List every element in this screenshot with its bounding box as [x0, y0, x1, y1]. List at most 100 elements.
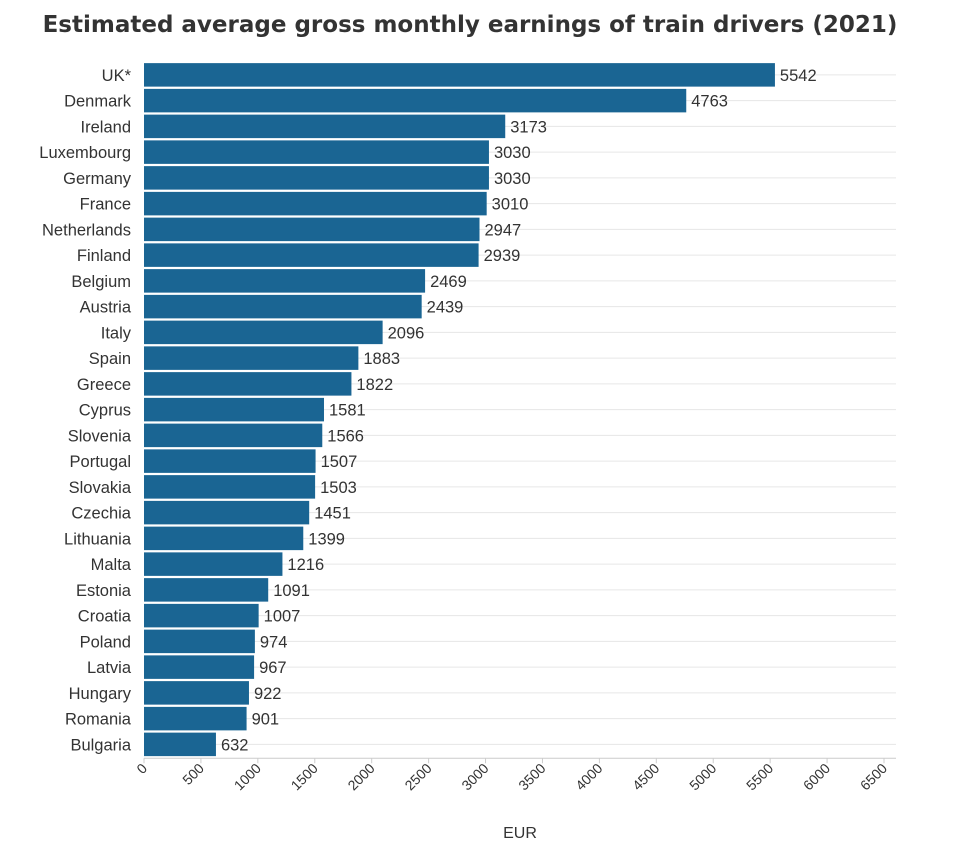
bar-czechia	[144, 500, 310, 525]
bar-greece	[144, 372, 352, 396]
value-labels: 5542 4763 3173 3030 3030 3010 2947 2939 2469 2439…	[221, 67, 817, 755]
x-tick-label: 500	[179, 760, 207, 788]
x-tick-label: 3500	[515, 760, 548, 793]
bar-belgium	[144, 269, 426, 293]
category-label: Malta	[91, 556, 132, 574]
value-label: 4763	[691, 93, 728, 111]
bars	[144, 63, 775, 757]
bar-estonia	[144, 578, 269, 602]
category-labels: UK* Denmark Ireland Luxembourg Germany France…	[39, 67, 132, 755]
value-label: 632	[221, 736, 249, 754]
bar-malta	[144, 552, 283, 576]
category-label: Latvia	[87, 659, 132, 677]
value-label: 1566	[327, 427, 364, 445]
value-label: 2439	[427, 299, 464, 317]
value-label: 5542	[780, 67, 817, 85]
category-label: Czechia	[71, 505, 131, 523]
category-label: Italy	[101, 324, 132, 342]
x-axis-title: EUR	[503, 825, 537, 842]
category-label: Germany	[63, 170, 132, 188]
value-label: 1451	[314, 505, 351, 523]
value-label: 1503	[320, 479, 357, 497]
x-tick-label: 2000	[344, 760, 377, 793]
value-label: 3030	[494, 144, 531, 162]
value-label: 1091	[273, 582, 310, 600]
bar-germany	[144, 166, 489, 190]
category-label: Denmark	[64, 93, 132, 111]
bar-luxembourg	[144, 140, 489, 164]
value-label: 1216	[287, 556, 324, 574]
value-label: 1822	[356, 376, 393, 394]
x-tick-label: 6500	[857, 760, 890, 793]
category-label: Greece	[77, 376, 131, 394]
value-label: 3010	[492, 196, 529, 214]
value-label: 2939	[484, 247, 521, 265]
category-label: Cyprus	[79, 402, 131, 420]
x-tick-label: 5500	[743, 760, 776, 793]
bar-italy	[144, 320, 383, 345]
bar-denmark	[144, 88, 687, 113]
value-label: 922	[254, 685, 282, 703]
x-tick-label: 1000	[231, 760, 264, 793]
bar-hungary	[144, 681, 249, 705]
value-label: 1507	[321, 453, 358, 471]
category-label: Ireland	[81, 118, 131, 136]
category-label: France	[80, 196, 131, 214]
bar-croatia	[144, 603, 259, 628]
x-tick-label: 3000	[458, 760, 491, 793]
category-label: Spain	[89, 350, 131, 368]
category-label: Croatia	[78, 608, 132, 626]
category-label: Slovenia	[68, 427, 132, 445]
value-label: 2947	[485, 221, 522, 239]
value-label: 2096	[388, 324, 425, 342]
bar-romania	[144, 706, 247, 731]
bar-austria	[144, 294, 422, 319]
category-label: Romania	[65, 711, 132, 729]
category-label: Portugal	[70, 453, 131, 471]
chart-title: Estimated average gross monthly earnings…	[42, 12, 898, 38]
value-label: 1883	[363, 350, 400, 368]
category-label: UK*	[102, 67, 132, 85]
bar-spain	[144, 346, 359, 370]
bar-lithuania	[144, 526, 304, 551]
value-label: 1581	[329, 402, 366, 420]
bar-bulgaria	[144, 732, 216, 757]
bar-cyprus	[144, 397, 324, 422]
value-label: 974	[260, 633, 288, 651]
category-label: Hungary	[69, 685, 132, 703]
category-label: Slovakia	[69, 479, 132, 497]
bar-poland	[144, 629, 255, 654]
category-label: Netherlands	[42, 221, 131, 239]
bar-uk	[144, 63, 775, 87]
category-label: Belgium	[71, 273, 131, 291]
bar-finland	[144, 243, 479, 267]
bar-netherlands	[144, 217, 480, 242]
x-tick-label: 2500	[401, 760, 434, 793]
bar-portugal	[144, 449, 316, 473]
bar-latvia	[144, 655, 255, 679]
value-label: 3030	[494, 170, 531, 188]
category-label: Estonia	[76, 582, 132, 600]
value-label: 1399	[308, 530, 345, 548]
x-tick-label: 5000	[686, 760, 719, 793]
x-tick-label: 6000	[800, 760, 833, 793]
bar-slovenia	[144, 423, 323, 448]
x-axis: 0 500 1000 1500 2000 2500 3000 3500 4000 4500 5000…	[133, 757, 896, 793]
category-label: Finland	[77, 247, 131, 265]
value-label: 901	[252, 711, 280, 729]
x-tick-label: 4000	[572, 760, 605, 793]
category-label: Poland	[80, 633, 131, 651]
value-label: 1007	[264, 608, 301, 626]
category-label: Luxembourg	[39, 144, 131, 162]
bar-ireland	[144, 114, 506, 139]
value-label: 3173	[510, 118, 547, 136]
category-label: Bulgaria	[70, 736, 131, 754]
x-tick-label: 0	[133, 760, 150, 777]
bar-slovakia	[144, 475, 316, 499]
value-label: 967	[259, 659, 287, 677]
category-label: Austria	[80, 299, 132, 317]
x-tick-label: 4500	[629, 760, 662, 793]
value-label: 2469	[430, 273, 467, 291]
x-tick-label: 1500	[288, 760, 321, 793]
